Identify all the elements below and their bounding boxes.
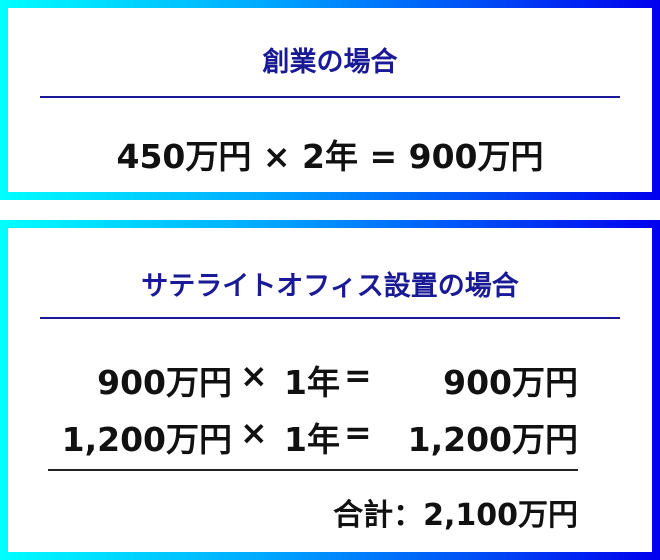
founding-card: 創業の場合 450万円 × 2年 = 900万円 <box>0 0 660 200</box>
amount: 1,200万円 <box>61 420 232 459</box>
times: × <box>240 413 268 452</box>
equals: = <box>344 413 372 452</box>
result: 900万円 <box>443 363 578 402</box>
sum-divider <box>48 469 578 471</box>
years: 1年 <box>284 420 340 459</box>
title-divider <box>40 317 620 319</box>
founding-title: 創業の場合 <box>262 47 398 78</box>
title-divider <box>40 96 620 98</box>
total: 合計：2,100万円 <box>333 498 578 533</box>
years: 1年 <box>284 363 340 402</box>
founding-equation: 450万円 × 2年 = 900万円 <box>116 137 544 176</box>
times: × <box>240 356 268 395</box>
result: 1,200万円 <box>407 420 578 459</box>
equals: = <box>344 356 372 395</box>
satellite-title: サテライトオフィス設置の場合 <box>141 271 519 302</box>
amount: 900万円 <box>97 363 232 402</box>
satellite-card: サテライトオフィス設置の場合 900万円 × 1年 = 900万円 1,200万… <box>0 220 660 560</box>
